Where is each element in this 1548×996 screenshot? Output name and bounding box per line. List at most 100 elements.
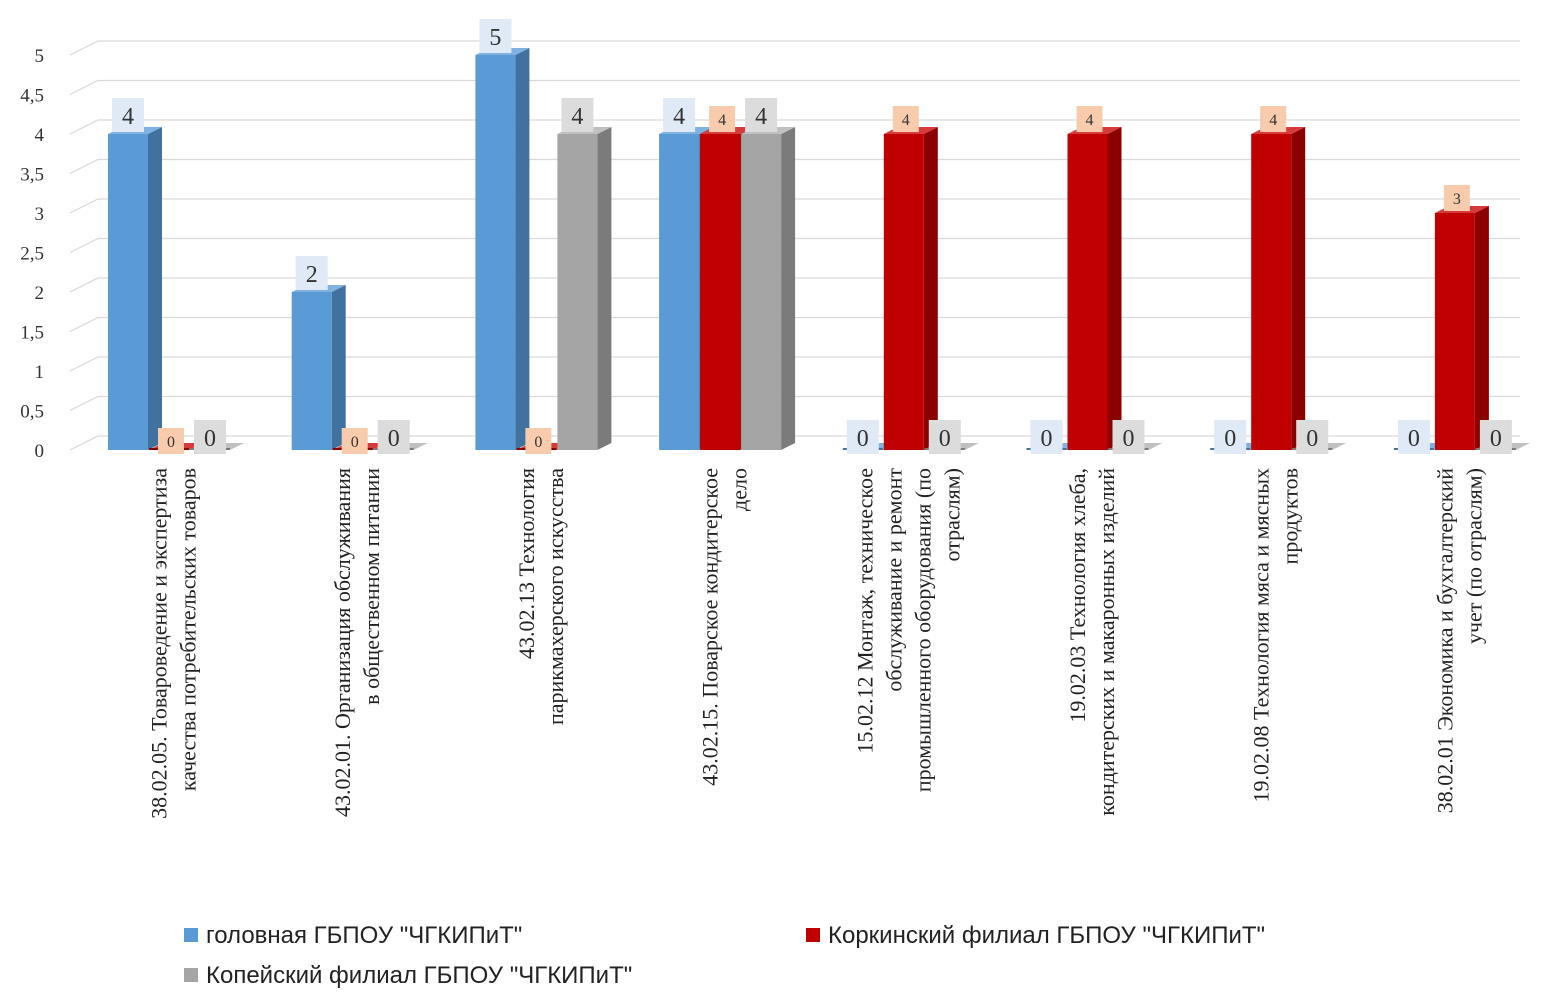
data-label-0-1: 2 xyxy=(306,262,318,288)
gridlines xyxy=(69,40,1520,451)
data-label-2-2: 4 xyxy=(571,104,583,130)
data-label-1-2: 0 xyxy=(534,434,542,451)
data-label-bg-2-6 xyxy=(1296,420,1329,454)
category-label-7-line-0: 38.02.01 Экономика и бухгалтерский xyxy=(1432,468,1457,813)
category-label-5: 19.02.03 Технология хлеба, кондитерских и… xyxy=(1065,468,1119,816)
y-tick-label-9: 4,5 xyxy=(20,86,44,107)
y-tick-label-0: 0 xyxy=(35,441,45,462)
data-label-1-7: 3 xyxy=(1453,191,1461,208)
category-label-2-line-1: парикмахерского искусства xyxy=(543,468,568,725)
category-label-2: 43.02.13 Технология парикмахерского искус… xyxy=(514,468,568,725)
bar-side-1-5 xyxy=(1107,127,1122,450)
data-label-bg-1-5 xyxy=(1076,106,1103,132)
gridline-4 xyxy=(69,277,1520,293)
data-label-0-0: 4 xyxy=(122,104,134,130)
gridline-6 xyxy=(69,198,1520,214)
data-label-1-5: 4 xyxy=(1086,112,1094,129)
gridline-10 xyxy=(69,40,1520,56)
category-label-6-line-1: продуктов xyxy=(1278,468,1303,564)
data-label-2-7: 0 xyxy=(1490,426,1502,452)
bar-side-2-3 xyxy=(781,127,796,450)
legend-label-golovnaya: головная ГБПОУ "ЧГКИПиТ" xyxy=(206,922,523,949)
category-label-4-line-1: обслуживание и ремонт xyxy=(881,468,906,692)
data-label-1-4: 4 xyxy=(902,112,910,129)
data-labels: 4 0 0 2 0 0 5 0 4 4 4 4 0 4 0 0 4 0 0 4 0 0 3 0 xyxy=(112,19,1512,454)
bar-side-0-0 xyxy=(148,127,162,450)
category-label-0-line-1: качества потребительских товаров xyxy=(176,468,201,791)
data-label-bg-0-2 xyxy=(479,19,512,53)
data-label-2-3: 4 xyxy=(755,104,767,130)
category-label-4-line-0: 15.02.12 Монтаж, техническое xyxy=(852,468,877,754)
data-label-bg-0-7 xyxy=(1397,420,1430,454)
data-label-bg-2-7 xyxy=(1479,420,1512,454)
gridline-3 xyxy=(69,316,1520,333)
legend-label-kopeysk: Копейский филиал ГБПОУ "ЧГКИПиТ" xyxy=(206,962,633,989)
category-labels: 38.02.05. Товароведение и экспертиза каче… xyxy=(147,468,1487,819)
bar-2-2 xyxy=(557,134,598,450)
bar-1-4 xyxy=(883,134,924,450)
data-label-bg-2-0 xyxy=(194,420,226,454)
legend-swatch-kopeysk xyxy=(184,967,198,982)
category-label-0-line-0: 38.02.05. Товароведение и экспертиза xyxy=(147,468,172,819)
data-label-bg-1-1 xyxy=(341,428,368,454)
bar-1-3 xyxy=(700,134,741,450)
bar-side-1-4 xyxy=(923,127,938,450)
category-label-4: 15.02.12 Монтаж, техническое обслуживание… xyxy=(852,468,964,792)
data-label-bg-0-3 xyxy=(663,98,696,132)
category-label-5-line-1: кондитерских и макаронных изделий xyxy=(1094,468,1119,816)
legend-label-korkino: Коркинский филиал ГБПОУ "ЧГКИПиТ" xyxy=(828,922,1266,949)
bar-side-1-7 xyxy=(1474,206,1489,450)
data-label-2-0: 0 xyxy=(204,426,216,452)
category-label-1-line-1: в общественном питании xyxy=(359,468,384,705)
data-label-bg-0-6 xyxy=(1214,420,1247,454)
data-label-bg-2-3 xyxy=(745,98,778,132)
data-label-0-5: 0 xyxy=(1041,426,1053,452)
legend-swatch-golovnaya xyxy=(184,927,198,942)
data-label-bg-1-2 xyxy=(525,428,552,454)
gridline-9 xyxy=(69,79,1520,96)
data-label-bg-0-5 xyxy=(1030,420,1063,454)
data-label-0-2: 5 xyxy=(489,25,501,51)
data-label-bg-2-5 xyxy=(1112,420,1145,454)
data-label-bg-0-4 xyxy=(846,420,879,454)
data-label-1-0: 0 xyxy=(167,434,175,451)
gridline-2 xyxy=(69,356,1520,372)
legend-item-korkino: Коркинский филиал ГБПОУ "ЧГКИПиТ" xyxy=(806,922,1265,950)
bar-side-0-2 xyxy=(515,48,530,450)
data-label-1-6: 4 xyxy=(1269,112,1277,129)
category-label-5-line-0: 19.02.03 Технология хлеба, xyxy=(1065,468,1090,723)
category-label-1-line-0: 43.02.01. Организация обслуживания xyxy=(330,468,355,817)
bar-1-6 xyxy=(1251,134,1292,450)
category-label-4-line-2: промышленного оборудования (по xyxy=(910,468,935,792)
data-label-2-4: 0 xyxy=(939,426,951,452)
data-label-1-1: 0 xyxy=(351,434,359,451)
category-label-1: 43.02.01. Организация обслуживания в обще… xyxy=(330,468,384,817)
y-tick-label-10: 5 xyxy=(35,46,45,67)
y-tick-label-4: 2 xyxy=(35,283,45,304)
legend-swatch-korkino xyxy=(806,927,820,942)
data-label-0-4: 0 xyxy=(857,426,869,452)
legend-item-kopeysk: Копейский филиал ГБПОУ "ЧГКИПиТ" xyxy=(184,962,632,990)
bar-1-5 xyxy=(1067,134,1108,450)
bar-0-3 xyxy=(659,134,700,450)
data-label-0-3: 4 xyxy=(673,104,685,130)
category-label-0: 38.02.05. Товароведение и экспертиза каче… xyxy=(147,468,201,819)
y-tick-label-5: 2,5 xyxy=(20,244,44,265)
data-label-bg-1-4 xyxy=(892,106,919,132)
gridline-8 xyxy=(69,119,1520,135)
gridline-1 xyxy=(69,395,1520,412)
y-tick-label-7: 3,5 xyxy=(20,165,44,186)
bar-0-0 xyxy=(108,134,148,450)
data-label-bg-0-1 xyxy=(295,256,328,290)
category-label-6: 19.02.08 Технология мяса и мясных продукт… xyxy=(1249,468,1303,802)
y-tick-label-1: 0,5 xyxy=(20,402,44,423)
bar-2-3 xyxy=(741,134,782,450)
category-label-7-line-1: учет (по отраслям) xyxy=(1461,468,1486,644)
bar-side-1-6 xyxy=(1291,127,1306,450)
bars xyxy=(108,48,1530,450)
data-label-bg-1-0 xyxy=(158,428,184,454)
y-axis: 0 0,5 1 1,5 2 2,5 3 3,5 4 4,5 5 xyxy=(20,46,44,462)
data-label-2-5: 0 xyxy=(1123,426,1135,452)
data-label-bg-1-7 xyxy=(1443,185,1470,211)
y-tick-label-8: 4 xyxy=(35,125,45,146)
